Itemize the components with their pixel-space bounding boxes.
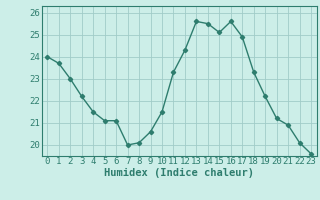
X-axis label: Humidex (Indice chaleur): Humidex (Indice chaleur): [104, 168, 254, 178]
